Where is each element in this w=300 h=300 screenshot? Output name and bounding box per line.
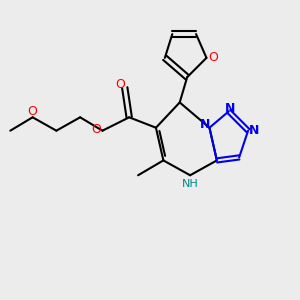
Text: O: O <box>115 78 125 91</box>
Text: N: N <box>249 124 259 137</box>
Text: O: O <box>208 51 218 64</box>
Text: O: O <box>28 105 38 118</box>
Text: O: O <box>92 123 101 136</box>
Text: N: N <box>225 102 236 115</box>
Text: N: N <box>200 118 210 130</box>
Text: NH: NH <box>182 179 199 189</box>
